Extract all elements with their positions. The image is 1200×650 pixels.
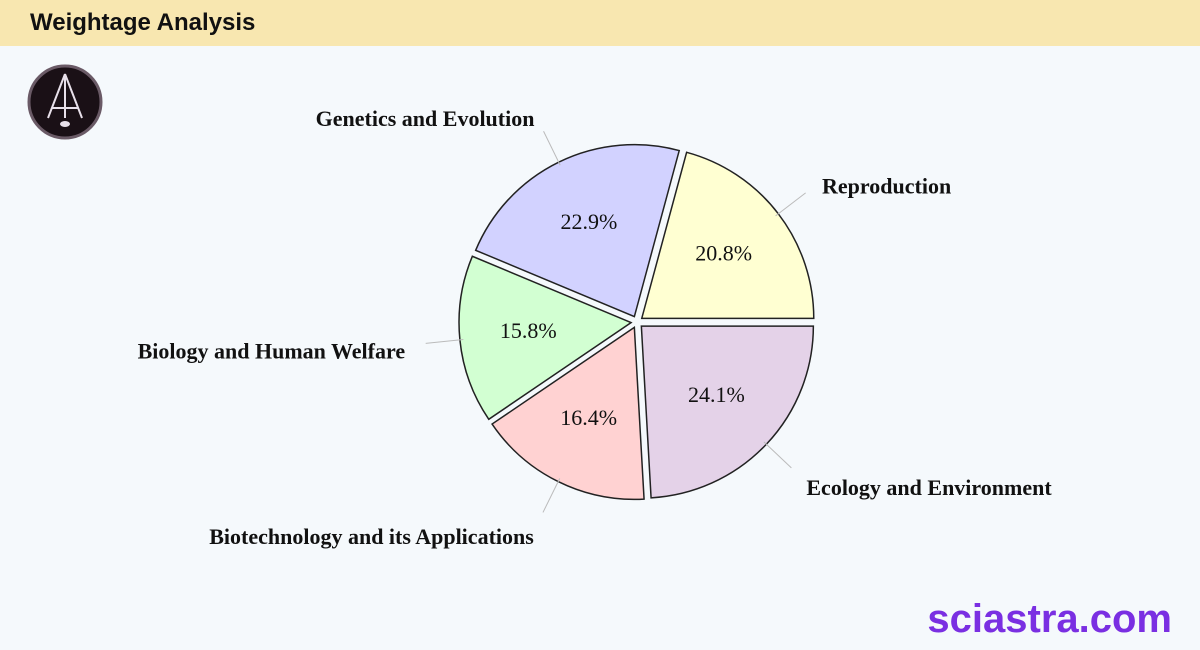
header-bar: Weightage Analysis [0, 0, 1200, 46]
value-label: 15.8% [500, 318, 557, 343]
header-title: Weightage Analysis [30, 9, 256, 36]
category-label: Genetics and Evolution [316, 106, 535, 131]
chart: 20.8% Reproduction 22.9% Genetics and Evolu… [27, 64, 1052, 549]
logo [27, 64, 103, 140]
category-label: Biotechnology and its Applications [209, 524, 534, 549]
leader-line [543, 131, 561, 166]
category-label: Reproduction [822, 173, 951, 198]
category-label: Biology and Human Welfare [138, 338, 406, 363]
category-label: Ecology and Environment [806, 475, 1052, 500]
value-label: 22.9% [561, 209, 618, 234]
pie-slice [640, 325, 815, 499]
leader-line [775, 192, 806, 217]
brand: sciastra.com [927, 597, 1172, 641]
leader-line [763, 441, 792, 469]
leader-line [425, 339, 464, 344]
leader-line [542, 478, 561, 513]
value-label: 20.8% [695, 241, 752, 266]
value-label: 24.1% [688, 382, 745, 407]
value-label: 16.4% [560, 405, 617, 430]
